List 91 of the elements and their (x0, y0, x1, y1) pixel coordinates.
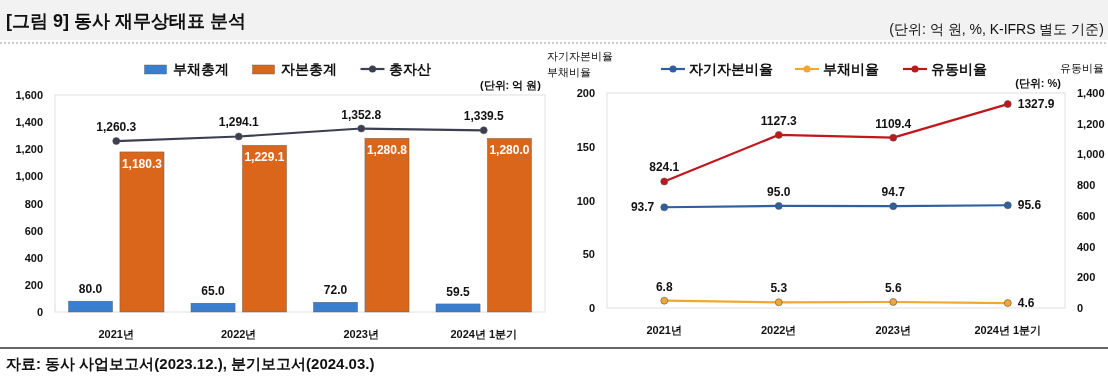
text: (단위: 억 원, %, K-IFRS 별도 기준) (889, 21, 1104, 37)
bar (435, 303, 481, 313)
x-tick-label: 2024년 1분기 (450, 328, 518, 340)
point (660, 177, 669, 186)
y-tick-label: 0 (588, 302, 595, 314)
y-tick-label: 100 (576, 194, 595, 207)
point (1003, 201, 1012, 210)
data-label: 95.0 (767, 184, 791, 199)
x-tick-label: 2022년 (761, 324, 797, 336)
data-label: 1,280.0 (489, 143, 530, 158)
y2-tick-label: 800 (1077, 179, 1096, 192)
data-label: 1,180.3 (121, 156, 163, 171)
data-label: 72.0 (323, 283, 348, 298)
y-tick-label: 200 (24, 278, 43, 291)
point (1003, 100, 1012, 108)
data-label: 824.1 (649, 160, 680, 175)
data-label: 80.0 (78, 282, 103, 297)
y-tick-label: 1,600 (15, 89, 43, 101)
x-tick-label: 2024년 1분기 (974, 324, 1042, 336)
bar (313, 302, 358, 313)
data-label: 6.8 (655, 279, 673, 294)
legend-label: 부채비율 (823, 61, 879, 77)
data-label: 1327.9 (1017, 97, 1055, 112)
y2-tick-label: 0 (1077, 302, 1084, 314)
bar (487, 138, 532, 313)
y2-tick-label: 1,200 (1077, 117, 1105, 130)
point (889, 133, 898, 142)
data-label: 1,260.3 (96, 120, 137, 135)
point (479, 126, 488, 135)
point (774, 202, 783, 210)
data-label: 5.6 (884, 280, 902, 295)
legend-label: 유동비율 (931, 61, 987, 77)
x-tick-label: 2023년 (343, 328, 379, 340)
y-tick-label: 1,000 (15, 170, 43, 183)
text: (단위: 억 원) (479, 79, 542, 91)
legend-label: 총자산 (388, 61, 431, 77)
point (660, 203, 669, 212)
point (234, 132, 243, 141)
data-label: 94.7 (881, 185, 906, 200)
data-label: 5.3 (770, 281, 788, 296)
x-tick-label: 2023년 (875, 324, 911, 336)
point (774, 298, 783, 307)
point (660, 296, 669, 305)
data-label: 95.6 (1017, 198, 1042, 213)
data-label: 1,339.5 (463, 109, 505, 124)
y-tick-label: 800 (24, 197, 43, 210)
data-label: 1,352.8 (341, 107, 382, 122)
y2-tick-label: 1,400 (1077, 87, 1105, 99)
bar (68, 300, 113, 313)
data-label: 65.0 (201, 284, 226, 299)
y2-tick-label: 400 (1077, 240, 1096, 253)
data-label: 1,280.8 (366, 143, 408, 158)
bar (190, 302, 236, 313)
point (112, 137, 121, 145)
y-tick-label: 200 (576, 87, 595, 99)
point (774, 131, 783, 139)
y2-tick-label: 200 (1077, 271, 1096, 284)
data-label: 4.6 (1017, 296, 1035, 311)
data-label: 1127.3 (760, 113, 798, 128)
y-tick-label: 1,400 (15, 116, 43, 129)
y-tick-label: 1,200 (15, 143, 43, 156)
data-label: 59.5 (446, 284, 471, 299)
x-tick-label: 2022년 (221, 328, 257, 340)
point (1003, 299, 1012, 307)
bar (364, 138, 410, 313)
text: [그림 9] 동사 재무상태표 분석 (6, 11, 247, 31)
point (357, 124, 366, 133)
data-label: 1,229.1 (244, 150, 285, 165)
text: 자료: 동사 사업보고서(2023.12.), 분기보고서(2024.03.) (6, 355, 375, 372)
point (889, 298, 898, 306)
bar (119, 151, 165, 313)
y-tick-label: 150 (576, 140, 595, 153)
x-tick-label: 2021년 (646, 324, 682, 336)
x-tick-label: 2021년 (98, 328, 134, 340)
point (889, 202, 898, 210)
y-axis-title: 자기자본비율 부채비율 (547, 50, 613, 78)
y2-tick-label: 1,000 (1077, 148, 1105, 161)
y2-axis-title: 유동비율 (1060, 62, 1104, 74)
bar (242, 145, 287, 313)
y-tick-label: 50 (582, 248, 595, 261)
text: (단위: %) (1015, 77, 1062, 89)
data-label: 1109.4 (875, 116, 912, 131)
y-tick-label: 400 (24, 251, 43, 264)
y-tick-label: 0 (36, 306, 43, 318)
y-tick-label: 600 (24, 224, 43, 237)
legend-label: 자본총계 (280, 61, 337, 77)
data-label: 1,294.1 (218, 115, 260, 130)
y2-tick-label: 600 (1077, 209, 1096, 222)
legend-label: 부채총계 (172, 61, 229, 77)
legend-label: 자기자본비율 (689, 61, 773, 77)
data-label: 93.7 (630, 200, 655, 215)
